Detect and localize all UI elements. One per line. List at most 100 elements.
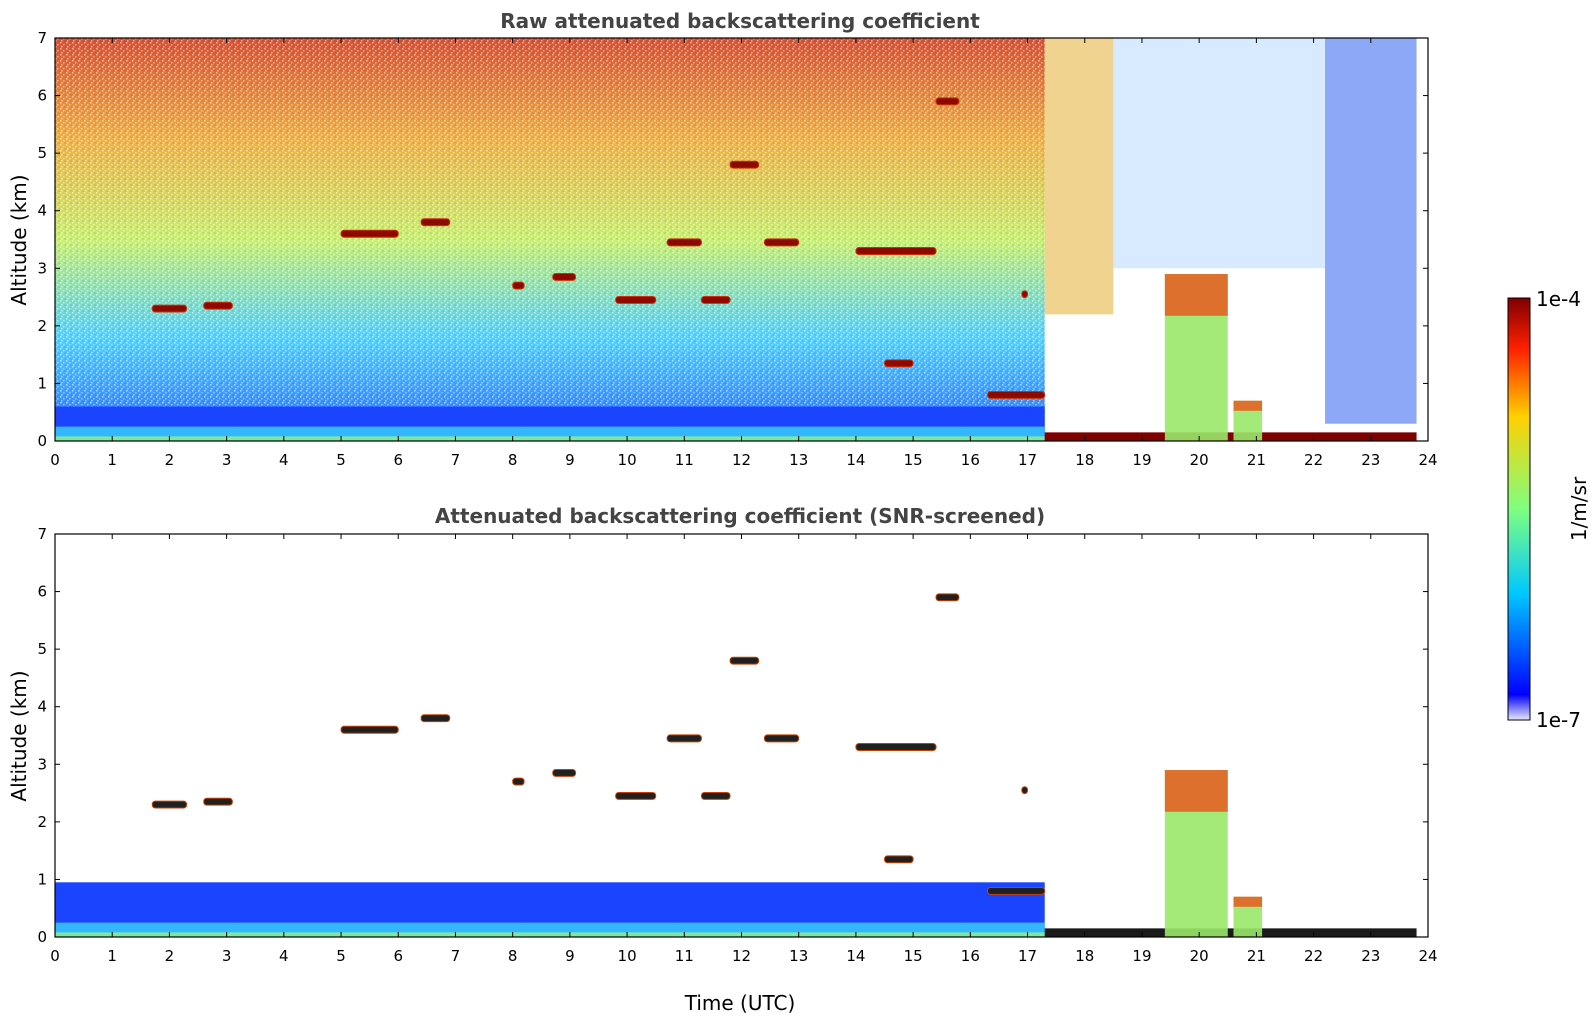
screened-backscatter-panel: Attenuated backscattering coefficient (S… — [7, 504, 1438, 1015]
convective-column-top — [1233, 896, 1263, 907]
x-tick-label: 5 — [336, 451, 346, 469]
x-tick-label: 10 — [618, 947, 637, 965]
y-tick-label: 6 — [37, 583, 47, 601]
cloud-layer — [666, 238, 702, 247]
y-tick-label: 6 — [37, 87, 47, 105]
cloud-layer — [855, 743, 937, 751]
cloud-layer — [763, 238, 800, 247]
cloud-layer — [700, 791, 731, 800]
x-tick-label: 2 — [165, 947, 175, 965]
cloud-layer — [700, 295, 731, 304]
screened-panel-title: Attenuated backscattering coefficient (S… — [435, 504, 1045, 528]
y-tick-label: 7 — [37, 525, 47, 543]
cloud-layer — [151, 800, 188, 809]
x-tick-label: 4 — [279, 947, 289, 965]
heatmap-field — [55, 593, 1417, 937]
y-tick-label: 4 — [37, 698, 47, 716]
convective-column-top — [1164, 274, 1228, 316]
x-tick-label: 16 — [961, 947, 980, 965]
x-tick-label: 7 — [451, 947, 461, 965]
x-tick-label: 11 — [675, 451, 694, 469]
x-tick-label: 21 — [1247, 947, 1266, 965]
cloud-layer — [203, 301, 233, 310]
cloud-layer — [1021, 290, 1029, 299]
y-tick-label: 4 — [37, 202, 47, 220]
cloud-layer — [203, 797, 233, 806]
screened-panel-y-ticks: 0 1 2 3 4 5 6 7 — [37, 525, 1428, 946]
x-tick-label: 1 — [107, 947, 117, 965]
x-tick-label: 19 — [1132, 947, 1151, 965]
cloud-layer — [1021, 786, 1029, 795]
cloud-layer — [151, 304, 188, 313]
cloud-layer — [986, 886, 1046, 895]
x-tick-label: 4 — [279, 451, 289, 469]
x-tick-label: 18 — [1075, 947, 1094, 965]
x-tick-label: 6 — [393, 947, 403, 965]
raw-panel-title: Raw attenuated backscattering coefficien… — [500, 9, 980, 33]
cloud-layer — [512, 281, 525, 290]
x-tick-label: 13 — [789, 947, 808, 965]
cloud-layer — [512, 777, 525, 786]
y-tick-label: 2 — [37, 813, 47, 831]
y-tick-label: 3 — [37, 259, 47, 277]
raw-panel-y-axis-label: Altitude (km) — [7, 174, 31, 305]
screened-panel-y-axis-label: Altitude (km) — [7, 670, 31, 801]
screened-panel-plot-area — [54, 533, 1429, 938]
x-tick-label: 22 — [1304, 451, 1323, 469]
x-tick-label: 6 — [393, 451, 403, 469]
cloud-layer — [729, 656, 760, 665]
x-tick-label: 3 — [222, 947, 232, 965]
boundary-layer-surface — [55, 436, 1045, 441]
x-axis-label: Time (UTC) — [684, 991, 796, 1015]
screened-panel-x-ticks: 0 1 2 3 4 5 6 7 8 9 10 11 12 13 14 15 16 17 18 19 20 21 22 23 24 — [50, 534, 1438, 965]
x-tick-label: 20 — [1190, 451, 1209, 469]
colorbar-min-label: 1e-7 — [1536, 708, 1581, 732]
cloud-layer — [552, 768, 577, 777]
x-tick-label: 17 — [1018, 947, 1037, 965]
convective-column-top — [1164, 770, 1228, 812]
cloud-layer — [986, 390, 1046, 399]
raw-panel-x-ticks: 0 1 2 3 4 5 6 7 8 9 10 11 12 13 14 15 16 17 18 19 20 21 22 23 24 — [50, 38, 1438, 469]
noise-field-late — [1325, 38, 1417, 424]
cloud-layer — [729, 160, 760, 169]
colorbar-gradient — [1507, 297, 1531, 721]
cloud-layer — [935, 97, 960, 106]
x-tick-label: 10 — [618, 451, 637, 469]
x-tick-label: 19 — [1132, 451, 1151, 469]
y-tick-label: 5 — [37, 640, 47, 658]
x-tick-label: 12 — [732, 947, 751, 965]
x-tick-label: 11 — [675, 947, 694, 965]
x-tick-label: 24 — [1418, 947, 1437, 965]
x-tick-label: 22 — [1304, 947, 1323, 965]
cloud-layer — [340, 725, 399, 734]
surface-layer — [1044, 432, 1417, 441]
x-tick-label: 7 — [451, 451, 461, 469]
cloud-layer — [763, 734, 800, 743]
y-tick-label: 1 — [37, 374, 47, 392]
colorbar: 1e-4 1e-7 1/m/sr — [1507, 287, 1591, 732]
y-tick-label: 1 — [37, 870, 47, 888]
x-tick-label: 15 — [904, 451, 923, 469]
colorbar-unit-label: 1/m/sr — [1567, 476, 1591, 541]
x-tick-label: 12 — [732, 451, 751, 469]
cloud-layer — [855, 247, 937, 255]
x-tick-label: 9 — [565, 451, 575, 469]
cloud-layer — [552, 272, 577, 281]
x-tick-label: 21 — [1247, 451, 1266, 469]
x-tick-label: 23 — [1361, 451, 1380, 469]
x-tick-label: 0 — [50, 451, 60, 469]
x-tick-label: 5 — [336, 947, 346, 965]
surface-layer — [1044, 928, 1417, 937]
colorbar-max-label: 1e-4 — [1536, 287, 1581, 311]
x-tick-label: 23 — [1361, 947, 1380, 965]
x-tick-label: 0 — [50, 947, 60, 965]
heatmap-field — [55, 38, 1417, 441]
boundary-layer-surface — [55, 932, 1045, 937]
cloud-layer — [615, 791, 657, 800]
x-tick-label: 8 — [508, 451, 518, 469]
x-tick-label: 8 — [508, 947, 518, 965]
y-tick-label: 0 — [37, 928, 47, 946]
y-tick-label: 0 — [37, 432, 47, 450]
y-tick-label: 3 — [37, 755, 47, 773]
